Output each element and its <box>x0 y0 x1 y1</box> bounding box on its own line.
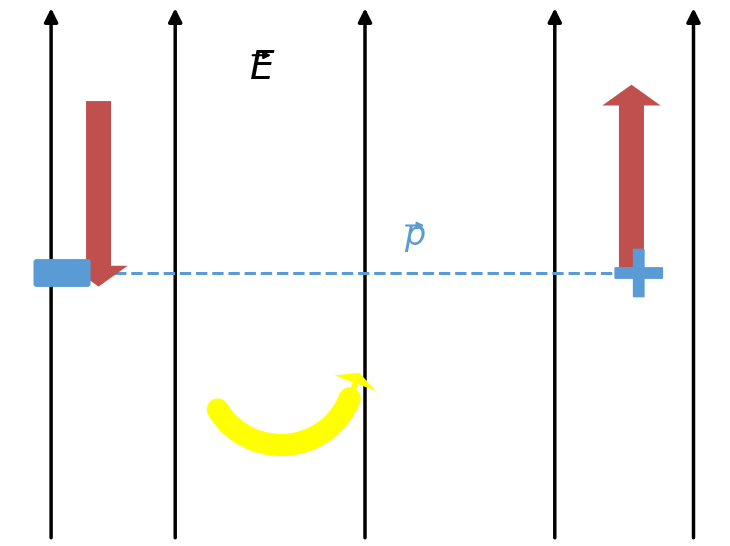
FancyBboxPatch shape <box>633 248 645 298</box>
FancyBboxPatch shape <box>34 259 91 287</box>
Text: $E$: $E$ <box>249 50 275 87</box>
Text: $p$: $p$ <box>404 222 426 253</box>
FancyBboxPatch shape <box>615 267 663 279</box>
